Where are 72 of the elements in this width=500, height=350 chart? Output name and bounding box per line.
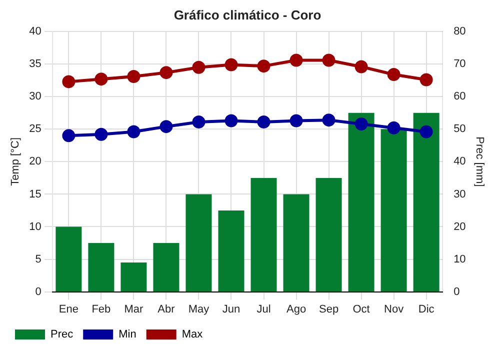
bar [56,226,82,292]
point [94,128,108,141]
x-tick-label: Jul [256,303,271,316]
point [257,116,270,129]
bar [218,210,244,292]
x-tick-label: Feb [92,303,111,316]
point [224,114,238,128]
bar [250,178,277,292]
y2-tick-label: 50 [454,123,466,136]
x-tick-label: Jun [222,303,240,316]
point [192,116,206,129]
y-tick-label: 35 [29,58,42,70]
y2-tick-label: 70 [454,58,466,70]
y-tick-label: 0 [35,286,42,298]
y-tick-label: 15 [29,188,42,200]
legend-label: Min [118,328,136,341]
bar [88,243,114,292]
point [354,60,368,74]
x-tick-label: Nov [384,303,404,316]
y2-tick-label: 30 [454,188,466,200]
bar [153,243,180,292]
point [127,125,140,138]
point [62,129,76,142]
y-tick-label: 10 [29,220,42,233]
point [224,58,238,72]
y-axis-title: Temp [°C] [10,137,22,186]
point [322,54,336,67]
legend-label: Prec [50,328,74,341]
point [62,75,76,88]
point [322,114,336,127]
bar [413,112,440,292]
point [420,125,433,138]
y2-tick-label: 0 [454,286,460,298]
point [192,60,206,74]
point [387,68,400,82]
point [290,114,303,128]
point [387,121,400,134]
x-tick-label: Sep [318,303,339,316]
y2-tick-label: 40 [454,156,466,168]
y-tick-label: 5 [35,253,42,266]
y2-tick-label: 80 [454,26,466,38]
point [290,54,303,67]
point [257,60,270,73]
legend-label: Max [182,328,204,341]
x-tick-label: May [188,303,210,316]
y-tick-label: 40 [29,26,42,38]
y2-tick-label: 10 [454,253,466,266]
x-tick-label: Ago [286,303,306,316]
bar [186,194,212,292]
y-tick-label: 30 [29,90,42,103]
point [160,66,173,80]
y-tick-label: 20 [29,156,42,168]
point [94,72,108,86]
x-tick-label: Dic [418,303,435,316]
x-tick-label: Abr [158,303,176,316]
x-tick-label: Oct [352,303,370,316]
bar [316,178,342,292]
y2-axis-title: Prec [mm] [473,136,486,187]
bar [348,112,374,292]
y-tick-label: 25 [29,123,42,136]
y2-tick-label: 60 [454,90,466,103]
x-tick-label: Ene [58,303,78,316]
point [160,120,173,134]
point [127,70,140,83]
bar [283,194,310,292]
point [420,73,433,86]
point [354,117,368,130]
bar [380,129,407,292]
y2-tick-label: 20 [454,220,466,233]
bar [120,262,147,292]
chart-title: Gráfico climático - Coro [174,7,322,22]
x-tick-label: Mar [124,303,144,316]
